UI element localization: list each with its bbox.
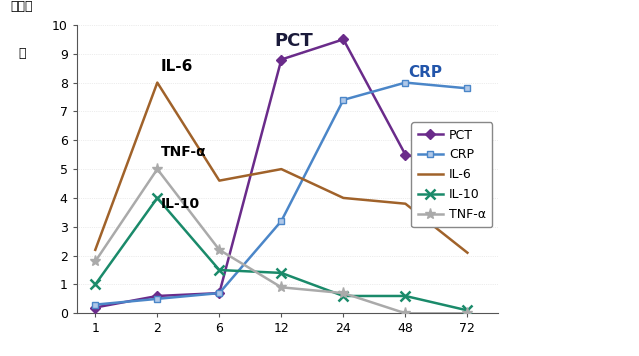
Text: TNF-α: TNF-α xyxy=(160,145,206,159)
TNF-α xyxy=(339,291,347,295)
IL-10 xyxy=(277,271,285,275)
Text: PCT: PCT xyxy=(274,32,313,50)
Text: CRP: CRP xyxy=(408,65,442,80)
TNF-α xyxy=(91,259,99,263)
Legend: PCT, CRP, IL-6, IL-10, TNF-α: PCT, CRP, IL-6, IL-10, TNF-α xyxy=(412,122,492,227)
CRP xyxy=(153,297,161,301)
Line: IL-10: IL-10 xyxy=(91,193,472,315)
Line: IL-6: IL-6 xyxy=(95,83,467,253)
Line: CRP: CRP xyxy=(92,79,471,308)
IL-10 xyxy=(91,282,99,287)
IL-10 xyxy=(401,294,409,298)
TNF-α xyxy=(401,311,409,315)
IL-10 xyxy=(463,308,471,313)
IL-10 xyxy=(339,294,347,298)
Text: IL-10: IL-10 xyxy=(160,197,199,211)
PCT xyxy=(401,152,409,157)
CRP xyxy=(401,80,409,85)
IL-6 xyxy=(339,196,347,200)
IL-6 xyxy=(153,80,161,85)
CRP xyxy=(339,98,347,102)
PCT xyxy=(215,291,223,295)
PCT xyxy=(277,57,285,62)
PCT xyxy=(339,37,347,41)
IL-6 xyxy=(277,167,285,171)
Text: 度: 度 xyxy=(18,47,26,59)
CRP xyxy=(277,219,285,223)
Line: PCT: PCT xyxy=(92,36,471,311)
IL-10 xyxy=(215,268,223,272)
TNF-α xyxy=(277,285,285,289)
TNF-α xyxy=(153,167,161,171)
PCT xyxy=(91,305,99,310)
IL-10 xyxy=(153,196,161,200)
CRP xyxy=(215,291,223,295)
CRP xyxy=(463,86,471,90)
TNF-α xyxy=(215,248,223,252)
Text: IL-6: IL-6 xyxy=(160,59,193,74)
IL-6 xyxy=(463,251,471,255)
IL-6 xyxy=(401,201,409,206)
CRP xyxy=(91,303,99,307)
PCT xyxy=(463,167,471,171)
Text: 血清浓: 血清浓 xyxy=(11,0,33,14)
Line: TNF-α: TNF-α xyxy=(89,163,473,319)
IL-6 xyxy=(215,178,223,183)
PCT xyxy=(153,294,161,298)
IL-6 xyxy=(91,248,99,252)
TNF-α xyxy=(463,311,471,315)
